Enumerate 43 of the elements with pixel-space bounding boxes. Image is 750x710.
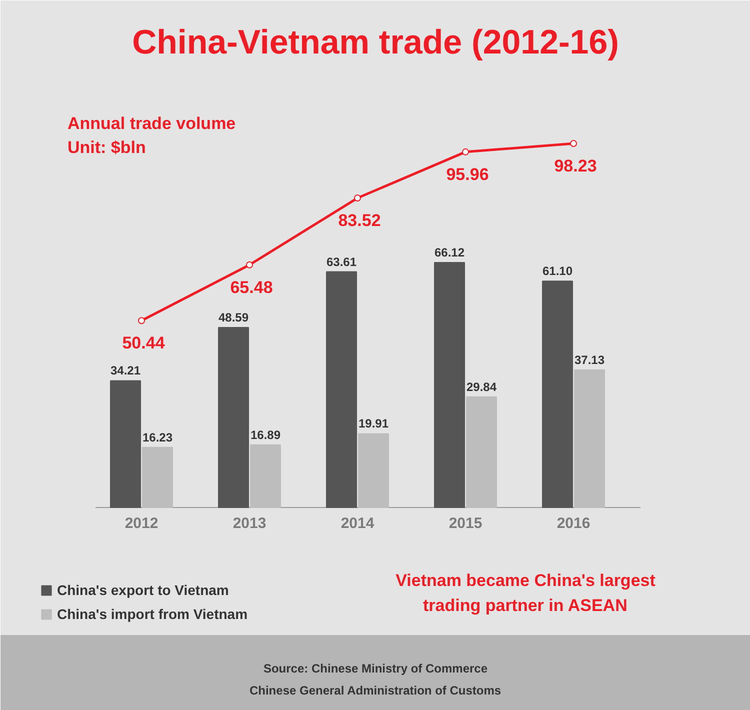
text: Vietnam became China's largest trading partner in ASEAN [396, 571, 656, 615]
data-label: 65.48 [230, 278, 273, 297]
point [570, 140, 577, 148]
bar [142, 446, 173, 508]
point [462, 148, 469, 156]
text: Annual trade volume [68, 114, 236, 133]
data-label: 37.13 [574, 352, 605, 367]
data-label: 95.96 [446, 164, 489, 184]
bar [250, 444, 281, 508]
bar [358, 433, 389, 508]
annotation: Unit: $bln [68, 138, 146, 157]
legend-label: China's export to Vietnam [57, 582, 229, 598]
x-tick-label: 2012 [124, 515, 158, 532]
bar [434, 262, 465, 508]
data-label: 63.61 [326, 254, 357, 269]
data-label: 16.89 [250, 428, 281, 442]
data-label: 66.12 [434, 246, 465, 260]
data-label: 19.91 [358, 416, 389, 431]
point [246, 261, 253, 268]
text: Chinese General Administration of Customs [249, 684, 502, 698]
point [138, 317, 145, 324]
x-tick-label: 2013 [232, 515, 266, 532]
data-label: 98.23 [554, 156, 597, 176]
chart-title: China-Vietnam trade (2012-16) [132, 24, 619, 62]
data-label: 34.21 [110, 364, 141, 378]
data-label: 29.84 [466, 380, 497, 394]
bar [466, 396, 497, 508]
bar [574, 369, 605, 508]
data-label: 61.10 [542, 264, 573, 278]
source-note: Source: Chinese Ministry of Commerce [263, 662, 488, 676]
x-tick-label: 2016 [556, 515, 590, 532]
x-tick-label: 2015 [448, 515, 482, 532]
data-label: 48.59 [218, 310, 249, 324]
bar [542, 280, 573, 508]
data-label: 50.44 [122, 334, 166, 353]
x-tick-label: 2014 [340, 515, 375, 532]
data-label: 83.52 [338, 211, 381, 230]
data-label: 16.23 [142, 430, 173, 444]
point [354, 194, 361, 202]
bar [326, 271, 357, 508]
bar [218, 326, 249, 508]
legend-label: China's import from Vietnam [57, 606, 248, 622]
bar [110, 380, 141, 508]
